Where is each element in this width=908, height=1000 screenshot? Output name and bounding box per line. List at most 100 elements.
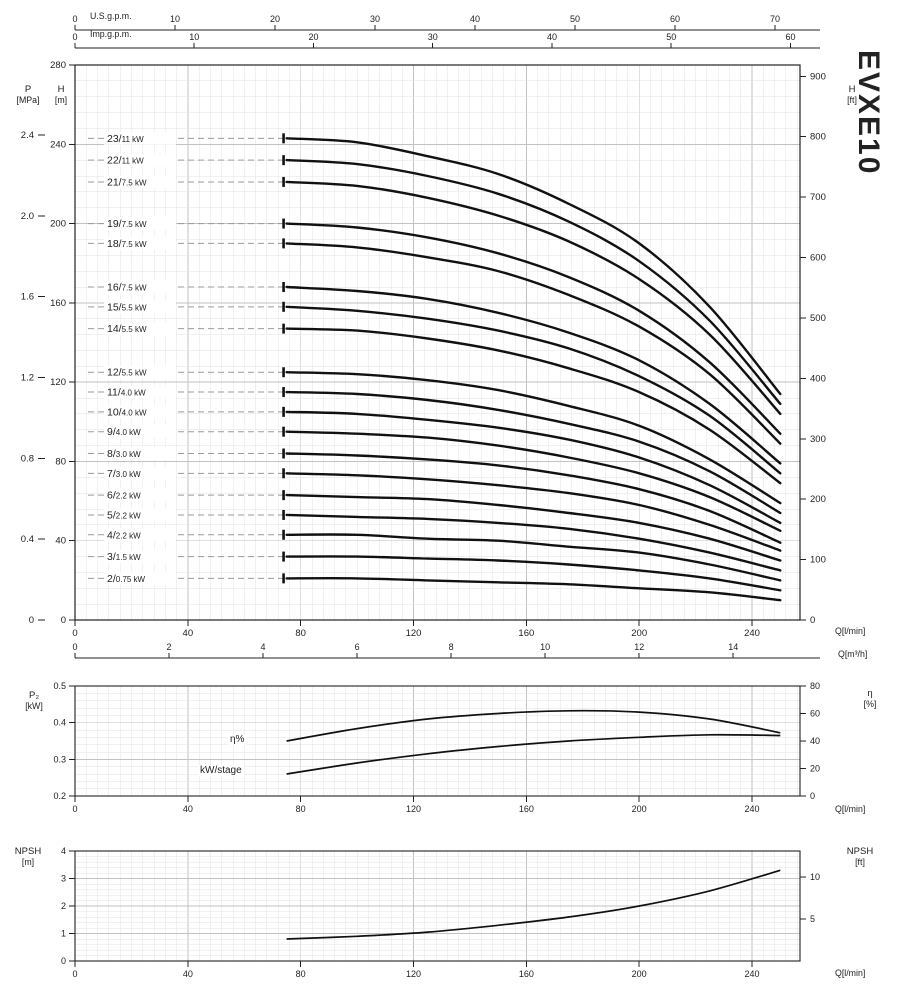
svg-text:160: 160 (50, 298, 66, 309)
power-axis-symbol: P₂ (28, 690, 40, 701)
svg-text:20: 20 (308, 32, 318, 42)
head-ft-axis-header: H [ft] (834, 84, 870, 106)
power-axis-header: P₂ [kW] (14, 690, 54, 712)
svg-text:100: 100 (810, 555, 826, 566)
svg-text:9/4.0 kW: 9/4.0 kW (107, 426, 141, 438)
head-ft-axis-symbol: H (848, 84, 856, 95)
svg-text:0.4: 0.4 (21, 534, 34, 545)
svg-text:80: 80 (295, 628, 306, 639)
svg-text:10: 10 (189, 32, 199, 42)
svg-text:3: 3 (61, 874, 66, 884)
svg-text:5: 5 (810, 914, 815, 924)
svg-text:1: 1 (61, 929, 66, 939)
efficiency-axis-symbol: η (867, 688, 873, 699)
axis-ticks: 0408012016020024028000.40.81.21.62.02.40… (21, 14, 826, 659)
svg-text:60: 60 (810, 709, 820, 719)
svg-text:6: 6 (355, 642, 360, 652)
npsh-m-axis-header: NPSH [m] (4, 846, 52, 868)
svg-text:120: 120 (406, 804, 421, 814)
svg-text:200: 200 (50, 219, 66, 230)
svg-text:40: 40 (547, 32, 557, 42)
svg-text:3/1.5 kW: 3/1.5 kW (107, 551, 141, 563)
svg-text:80: 80 (810, 681, 820, 691)
pressure-axis-unit: [MPa] (16, 95, 40, 106)
svg-text:280: 280 (50, 60, 66, 71)
imp-gpm-axis-label: Imp.g.p.m. (90, 29, 132, 39)
pressure-axis-symbol: P (24, 84, 32, 95)
svg-text:160: 160 (519, 804, 534, 814)
svg-text:0.8: 0.8 (21, 453, 34, 464)
svg-text:2: 2 (167, 642, 172, 652)
svg-text:12: 12 (634, 642, 644, 652)
svg-text:0.4: 0.4 (53, 718, 66, 728)
svg-text:2: 2 (61, 901, 66, 911)
svg-text:80: 80 (296, 969, 306, 979)
svg-text:0.3: 0.3 (53, 754, 66, 764)
svg-text:0: 0 (810, 791, 815, 801)
svg-text:80: 80 (55, 456, 66, 467)
svg-text:1.2: 1.2 (21, 372, 34, 383)
svg-text:200: 200 (631, 628, 647, 639)
svg-text:11/4.0 kW: 11/4.0 kW (107, 387, 146, 399)
svg-text:80: 80 (296, 804, 306, 814)
svg-text:0: 0 (29, 615, 34, 626)
svg-text:200: 200 (810, 494, 826, 505)
svg-text:14: 14 (728, 642, 738, 652)
svg-text:8/3.0 kW: 8/3.0 kW (107, 448, 141, 460)
npsh-m-axis-unit: [m] (21, 857, 35, 868)
svg-text:10: 10 (170, 14, 180, 24)
svg-text:10/4.0 kW: 10/4.0 kW (107, 406, 147, 418)
svg-text:0: 0 (72, 14, 77, 24)
svg-text:8: 8 (449, 642, 454, 652)
svg-text:240: 240 (745, 804, 760, 814)
svg-text:1.6: 1.6 (21, 292, 34, 303)
svg-text:500: 500 (810, 313, 826, 324)
svg-text:6/2.2 kW: 6/2.2 kW (107, 490, 141, 502)
svg-text:14/5.5 kW: 14/5.5 kW (107, 323, 147, 335)
svg-text:0: 0 (72, 642, 77, 652)
svg-text:120: 120 (50, 377, 66, 388)
us-gpm-axis-label: U.S.g.p.m. (90, 11, 132, 21)
svg-text:20: 20 (270, 14, 280, 24)
svg-text:70: 70 (770, 14, 780, 24)
flow-lmin-label-main: Q[l/min] (835, 626, 866, 636)
npsh-chart: 0 1 2 3 4 5 10 0 40 80 120 160 200 240 (61, 846, 820, 979)
head-curves (285, 137, 782, 602)
svg-text:240: 240 (50, 139, 66, 150)
svg-text:700: 700 (810, 192, 826, 203)
svg-text:40: 40 (470, 14, 480, 24)
svg-text:40: 40 (810, 736, 820, 746)
svg-text:0: 0 (61, 615, 66, 626)
flow-m3h-label: Q[m³/h] (838, 649, 868, 659)
svg-text:23/11 kW: 23/11 kW (107, 133, 144, 145)
svg-text:7/3.0 kW: 7/3.0 kW (107, 468, 141, 480)
efficiency-axis-unit: [%] (863, 699, 877, 710)
svg-text:40: 40 (183, 969, 193, 979)
svg-text:0: 0 (72, 804, 77, 814)
svg-text:900: 900 (810, 71, 826, 82)
head-m-axis-symbol: H (57, 84, 65, 95)
page-title: EVXE10 (852, 50, 885, 176)
svg-text:20: 20 (810, 764, 820, 774)
head-m-axis-header: H [m] (46, 84, 76, 106)
flow-lmin-label-npsh: Q[l/min] (835, 968, 866, 978)
svg-text:40: 40 (183, 804, 193, 814)
svg-text:21/7.5 kW: 21/7.5 kW (107, 176, 147, 188)
svg-text:0: 0 (72, 969, 77, 979)
head-ft-axis-unit: [ft] (847, 95, 857, 106)
svg-text:600: 600 (810, 253, 826, 264)
power-axis-unit: [kW] (25, 701, 43, 712)
svg-text:200: 200 (632, 804, 647, 814)
svg-text:16/7.5 kW: 16/7.5 kW (107, 282, 147, 294)
svg-text:4: 4 (61, 846, 66, 856)
efficiency-axis-header: η [%] (852, 688, 888, 710)
svg-text:30: 30 (370, 14, 380, 24)
npsh-ft-axis-symbol: NPSH (846, 846, 874, 857)
head-m-axis-unit: [m] (54, 95, 68, 106)
svg-text:15/5.5 kW: 15/5.5 kW (107, 301, 147, 313)
svg-text:30: 30 (428, 32, 438, 42)
svg-text:300: 300 (810, 434, 826, 445)
svg-text:0: 0 (810, 615, 815, 626)
